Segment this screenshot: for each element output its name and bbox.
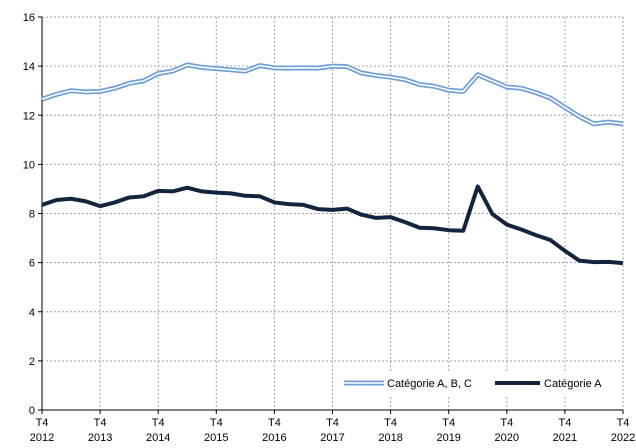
x-tick-label-quarter: T4 [210,417,223,429]
x-tick-label-quarter: T4 [442,417,455,429]
x-tick-label-year: 2017 [320,432,344,444]
x-tick-label-year: 2021 [553,432,577,444]
x-tick-label-year: 2014 [146,432,170,444]
x-tick-label-quarter: T4 [94,417,107,429]
x-tick-label-quarter: T4 [617,417,630,429]
x-axis-ticks: T4 2012 T4 2013 T4 2014 T4 2015 T4 2016 T4 2017 T4 20… [30,410,635,444]
x-tick-label-quarter: T4 [558,417,571,429]
legend-label-categorie-a: Catégorie A [544,378,602,390]
series-lines [41,62,624,266]
legend-item-categorie-abc: Catégorie A, B, C [344,378,472,390]
y-axis-ticks: 0 2 4 6 8 10 12 14 16 [23,12,42,417]
x-tick-label-year: 2015 [204,432,228,444]
x-tick-label-year: 2019 [436,432,460,444]
x-tick-label-year: 2013 [88,432,112,444]
y-tick-label: 16 [23,12,35,24]
y-tick-label: 8 [29,209,35,221]
x-tick-label-year: 2018 [378,432,402,444]
y-tick-label: 12 [23,110,35,122]
x-tick-label-quarter: T4 [500,417,513,429]
y-tick-label: 4 [29,307,35,319]
y-tick-label: 2 [29,356,35,368]
y-tick-label: 10 [23,159,35,171]
x-tick-label-year: 2022 [611,432,635,444]
x-tick-label-quarter: T4 [326,417,339,429]
x-tick-label-quarter: T4 [36,417,49,429]
y-tick-label: 14 [23,61,35,73]
series-line-categorie-abc-inner [41,64,624,125]
x-tick-label-quarter: T4 [152,417,165,429]
legend-item-categorie-a: Catégorie A [495,378,602,390]
legend-label-categorie-abc: Catégorie A, B, C [387,378,472,390]
x-tick-label-year: 2012 [30,432,54,444]
x-tick-label-quarter: T4 [384,417,397,429]
x-tick-label-quarter: T4 [268,417,281,429]
legend-box [338,371,622,395]
y-tick-label: 6 [29,258,35,270]
gridlines [42,16,624,410]
legend: Catégorie A, B, C Catégorie A [338,371,622,395]
x-tick-label-year: 2016 [262,432,286,444]
x-tick-label-year: 2020 [495,432,519,444]
y-tick-label: 0 [29,405,35,417]
series-line-categorie-a [41,184,624,266]
